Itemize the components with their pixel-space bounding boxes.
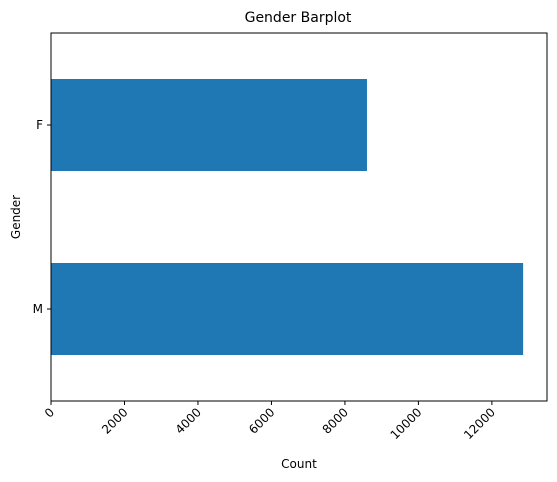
plot-frame xyxy=(50,32,548,402)
x-tick-label: 2000 xyxy=(99,405,130,436)
x-axis: 0 2000 4000 6000 8000 10000 12000 xyxy=(42,401,498,442)
bars-group xyxy=(51,79,524,355)
chart-title: Gender Barplot xyxy=(245,10,352,26)
x-tick-label: 4000 xyxy=(173,405,204,436)
x-axis-label: Count xyxy=(281,457,317,471)
y-tick-label: M xyxy=(33,302,43,316)
x-tick-label: 12000 xyxy=(461,405,498,442)
bar-m xyxy=(51,263,524,355)
x-tick-label: 8000 xyxy=(320,405,351,436)
y-axis-label: Gender xyxy=(9,195,23,239)
y-axis: FM xyxy=(33,118,51,316)
x-tick-label: 10000 xyxy=(388,405,425,442)
x-tick-label: 6000 xyxy=(246,405,277,436)
y-tick-label: F xyxy=(36,118,43,132)
x-tick-label: 0 xyxy=(42,405,57,420)
bar-f xyxy=(51,79,367,171)
